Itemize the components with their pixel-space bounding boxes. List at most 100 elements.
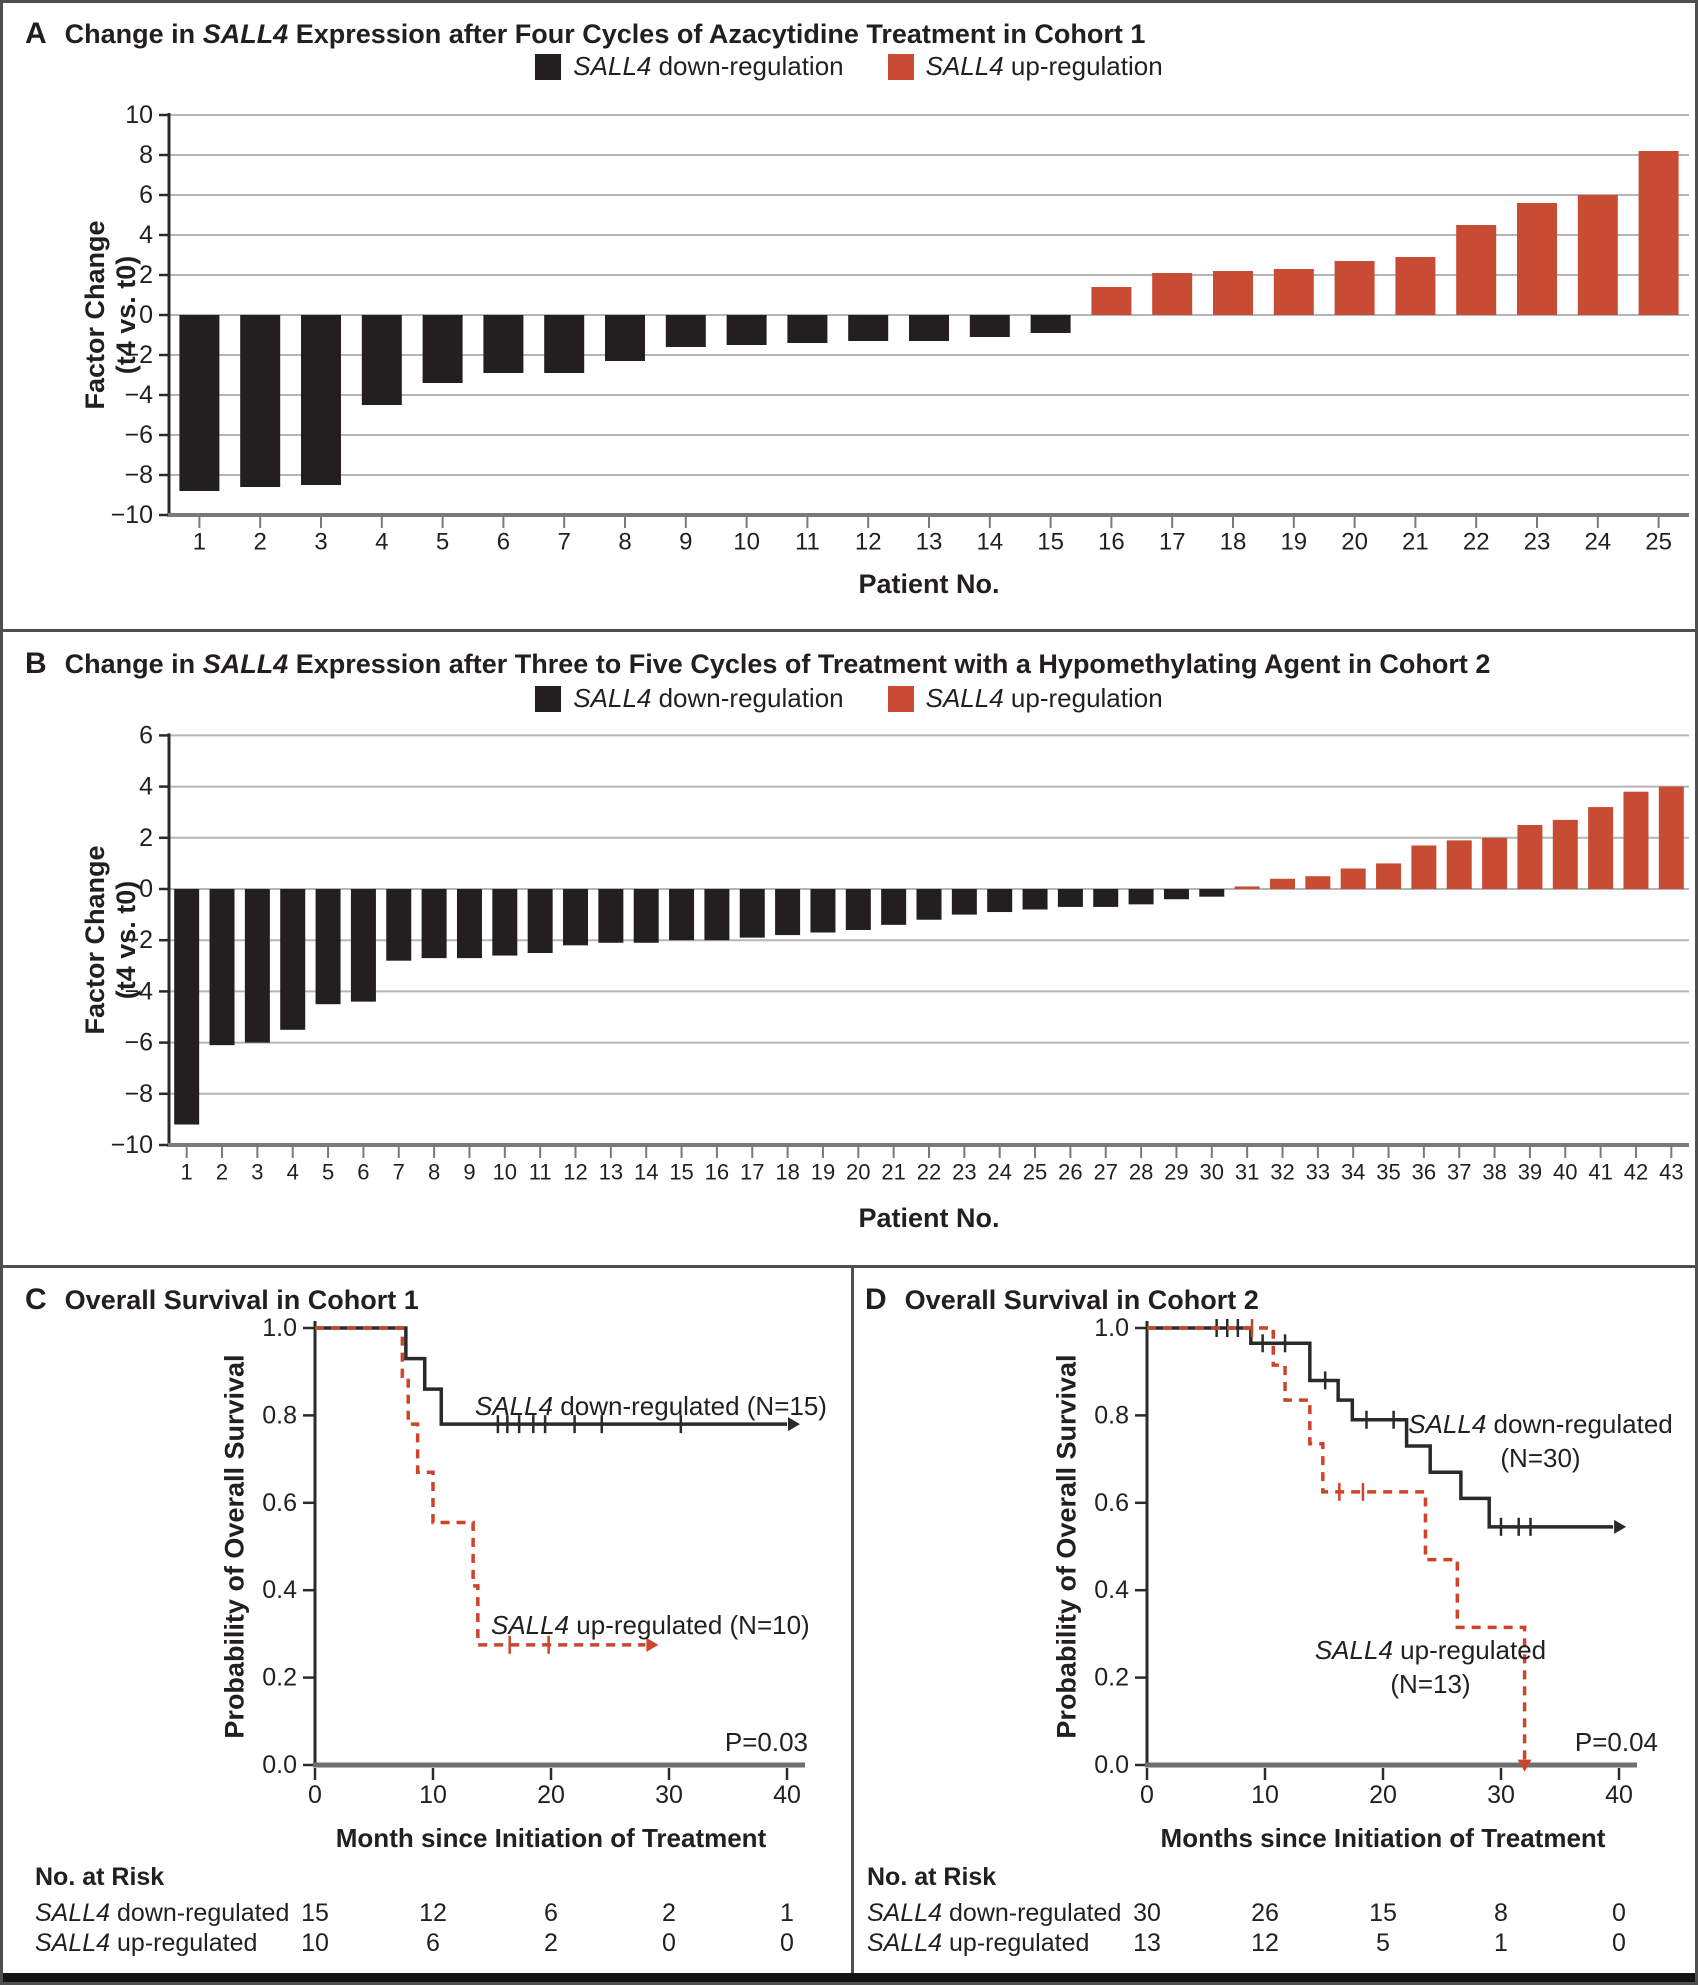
svg-text:12: 12 xyxy=(563,1160,587,1185)
legend-a-down: SALL4 down-regulation xyxy=(535,51,844,82)
svg-text:1: 1 xyxy=(181,1160,193,1185)
svg-text:2: 2 xyxy=(139,824,153,852)
svg-text:−10: −10 xyxy=(111,501,153,529)
svg-text:−2: −2 xyxy=(124,926,153,954)
svg-text:41: 41 xyxy=(1588,1160,1612,1185)
panel-d-title-text: Overall Survival in Cohort 2 xyxy=(904,1285,1259,1315)
panel-c-letter: C xyxy=(25,1283,47,1316)
svg-text:24: 24 xyxy=(987,1160,1011,1185)
svg-text:36: 36 xyxy=(1412,1160,1436,1185)
up-regulation-swatch xyxy=(887,685,914,712)
risk-count: 26 xyxy=(1251,1899,1279,1927)
risk-count: 8 xyxy=(1494,1899,1508,1927)
panel-c-title-text: Overall Survival in Cohort 1 xyxy=(64,1285,419,1315)
svg-text:10: 10 xyxy=(733,529,760,556)
panel-b-letter: B xyxy=(25,647,47,680)
risk-count: 15 xyxy=(301,1899,329,1927)
panel-b-title: B Change in SALL4 Expression after Three … xyxy=(25,647,1490,681)
svg-text:20: 20 xyxy=(1341,529,1368,556)
risk-count: 0 xyxy=(780,1929,794,1957)
svg-text:0.6: 0.6 xyxy=(262,1489,297,1517)
svg-text:0.8: 0.8 xyxy=(262,1401,297,1429)
svg-text:22: 22 xyxy=(917,1160,941,1185)
risk-count: 5 xyxy=(1376,1929,1390,1957)
svg-text:4: 4 xyxy=(139,221,153,249)
risk-count: 0 xyxy=(1612,1899,1626,1927)
svg-text:7: 7 xyxy=(558,529,571,556)
panel-c-x-axis-label: Month since Initiation of Treatment xyxy=(335,1823,767,1853)
svg-text:10: 10 xyxy=(493,1160,517,1185)
svg-text:0.2: 0.2 xyxy=(1094,1664,1129,1692)
svg-text:17: 17 xyxy=(1159,529,1186,556)
panel-d-down-curve-label: SALL4 down-regulated (N=30) xyxy=(1408,1409,1673,1473)
panel-c-risk-row-label-up: SALL4 up-regulated xyxy=(35,1929,258,1957)
svg-text:23: 23 xyxy=(952,1160,976,1185)
svg-text:35: 35 xyxy=(1376,1160,1400,1185)
legend-a-up: SALL4 up-regulation xyxy=(887,51,1163,82)
panel-d-p-value: P=0.04 xyxy=(1574,1727,1658,1757)
svg-text:−4: −4 xyxy=(124,381,153,409)
svg-text:25: 25 xyxy=(1023,1160,1047,1185)
panel-d-y-axis-label: Probability of Overall Survival xyxy=(1051,1354,1082,1739)
svg-text:39: 39 xyxy=(1518,1160,1542,1185)
svg-text:14: 14 xyxy=(976,529,1003,556)
svg-text:6: 6 xyxy=(139,181,153,209)
svg-text:4: 4 xyxy=(375,529,388,556)
svg-text:17: 17 xyxy=(740,1160,764,1185)
panel-a-letter: A xyxy=(25,17,47,50)
legend-b-up: SALL4 up-regulation xyxy=(887,683,1163,714)
svg-text:0.0: 0.0 xyxy=(1094,1751,1129,1779)
risk-count: 10 xyxy=(301,1929,329,1957)
legend-a: SALL4 down-regulation SALL4 up-regulatio… xyxy=(3,51,1695,82)
svg-text:27: 27 xyxy=(1094,1160,1118,1185)
figure-bottom-border xyxy=(3,1973,1695,1982)
svg-text:6: 6 xyxy=(357,1160,369,1185)
svg-text:10: 10 xyxy=(419,1781,447,1809)
divider-b-cd xyxy=(3,1265,1695,1268)
svg-text:26: 26 xyxy=(1058,1160,1082,1185)
svg-text:0.2: 0.2 xyxy=(262,1664,297,1692)
svg-text:−8: −8 xyxy=(124,1080,153,1108)
svg-text:8: 8 xyxy=(618,529,631,556)
svg-text:0.6: 0.6 xyxy=(1094,1489,1129,1517)
svg-text:9: 9 xyxy=(463,1160,475,1185)
svg-text:13: 13 xyxy=(916,529,943,556)
svg-text:−4: −4 xyxy=(124,977,153,1005)
svg-text:0: 0 xyxy=(1140,1781,1154,1809)
panel-d-x-axis-label: Months since Initiation of Treatment xyxy=(1160,1823,1606,1853)
risk-count: 0 xyxy=(1612,1929,1626,1957)
svg-text:21: 21 xyxy=(881,1160,905,1185)
svg-text:34: 34 xyxy=(1341,1160,1365,1185)
svg-text:15: 15 xyxy=(1037,529,1064,556)
svg-text:−2: −2 xyxy=(124,341,153,369)
svg-text:19: 19 xyxy=(811,1160,835,1185)
svg-text:−8: −8 xyxy=(124,461,153,489)
svg-text:10: 10 xyxy=(1251,1781,1279,1809)
svg-text:19: 19 xyxy=(1280,529,1307,556)
panel-c-title: C Overall Survival in Cohort 1 xyxy=(25,1283,419,1317)
down-regulation-swatch xyxy=(535,53,562,80)
svg-text:0.4: 0.4 xyxy=(262,1576,297,1604)
svg-text:1: 1 xyxy=(193,529,206,556)
svg-text:4: 4 xyxy=(139,773,153,801)
svg-text:0: 0 xyxy=(308,1781,322,1809)
legend-b-down: SALL4 down-regulation xyxy=(535,683,844,714)
legend-b: SALL4 down-regulation SALL4 up-regulatio… xyxy=(3,683,1695,714)
panel-d-letter: D xyxy=(865,1283,887,1316)
svg-text:23: 23 xyxy=(1524,529,1551,556)
svg-text:11: 11 xyxy=(795,529,820,556)
panel-d-risk-row-label-up: SALL4 up-regulated xyxy=(867,1929,1090,1957)
svg-text:−6: −6 xyxy=(124,421,153,449)
panel-c-down-curve-label: SALL4 down-regulated (N=15) xyxy=(475,1391,827,1421)
svg-text:32: 32 xyxy=(1270,1160,1294,1185)
panel-c-up-curve-label: SALL4 up-regulated (N=10) xyxy=(491,1610,810,1640)
svg-text:42: 42 xyxy=(1624,1160,1648,1185)
panel-c-y-axis-label: Probability of Overall Survival xyxy=(219,1354,250,1739)
svg-text:40: 40 xyxy=(773,1781,801,1809)
svg-text:37: 37 xyxy=(1447,1160,1471,1185)
svg-text:18: 18 xyxy=(775,1160,799,1185)
svg-text:5: 5 xyxy=(322,1160,334,1185)
panel-d-risk-row-label-down: SALL4 down-regulated xyxy=(867,1899,1122,1927)
svg-text:0.4: 0.4 xyxy=(1094,1576,1129,1604)
